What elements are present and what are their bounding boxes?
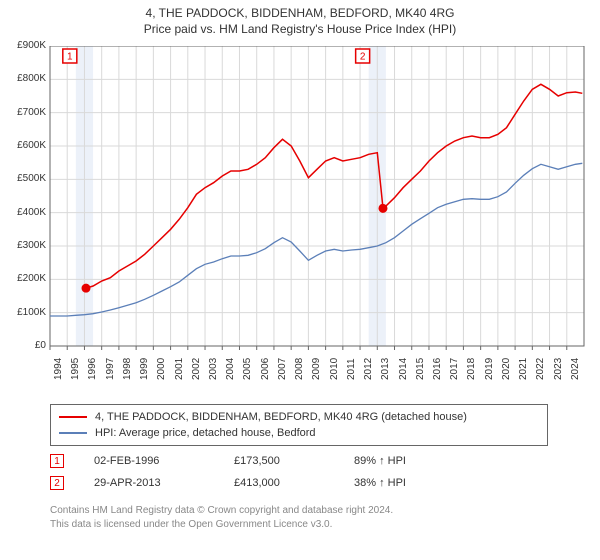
title-sub: Price paid vs. HM Land Registry's House …: [0, 22, 600, 36]
marker-hpi-2: 38% ↑ HPI: [354, 477, 474, 489]
marker-badge-1: 1: [50, 454, 64, 468]
ytick-label: £100K: [10, 307, 46, 318]
marker-price-2: £413,000: [234, 477, 354, 489]
svg-text:2: 2: [360, 52, 366, 63]
ytick-label: £0: [10, 340, 46, 351]
xtick-label: 2024: [570, 358, 581, 380]
xtick-label: 2000: [156, 358, 167, 380]
xtick-label: 2012: [363, 358, 374, 380]
xtick-label: 2014: [398, 358, 409, 380]
xtick-label: 2006: [260, 358, 271, 380]
xtick-label: 1998: [122, 358, 133, 380]
chart-svg: 12: [10, 46, 590, 396]
marker-badge-2: 2: [50, 476, 64, 490]
ytick-label: £700K: [10, 107, 46, 118]
legend-row: HPI: Average price, detached house, Bedf…: [59, 425, 539, 441]
legend-row: 4, THE PADDOCK, BIDDENHAM, BEDFORD, MK40…: [59, 409, 539, 425]
xtick-label: 2009: [311, 358, 322, 380]
title-main: 4, THE PADDOCK, BIDDENHAM, BEDFORD, MK40…: [0, 6, 600, 20]
xtick-label: 1999: [139, 358, 150, 380]
xtick-label: 2020: [501, 358, 512, 380]
xtick-label: 2022: [535, 358, 546, 380]
xtick-label: 1997: [105, 358, 116, 380]
ytick-label: £900K: [10, 40, 46, 51]
legend-swatch-2: [59, 432, 87, 434]
xtick-label: 2015: [415, 358, 426, 380]
footer-line2: This data is licensed under the Open Gov…: [50, 518, 548, 532]
xtick-label: 1995: [70, 358, 81, 380]
xtick-label: 2007: [277, 358, 288, 380]
xtick-label: 2011: [346, 358, 357, 380]
marker-table: 1 02-FEB-1996 £173,500 89% ↑ HPI 2 29-AP…: [50, 450, 548, 494]
marker-row: 1 02-FEB-1996 £173,500 89% ↑ HPI: [50, 450, 548, 472]
marker-date-1: 02-FEB-1996: [94, 455, 234, 467]
marker-row: 2 29-APR-2013 £413,000 38% ↑ HPI: [50, 472, 548, 494]
ytick-label: £500K: [10, 173, 46, 184]
xtick-label: 2003: [208, 358, 219, 380]
xtick-label: 2023: [553, 358, 564, 380]
xtick-label: 2008: [294, 358, 305, 380]
legend: 4, THE PADDOCK, BIDDENHAM, BEDFORD, MK40…: [50, 404, 548, 446]
ytick-label: £200K: [10, 273, 46, 284]
ytick-label: £400K: [10, 207, 46, 218]
legend-swatch-1: [59, 416, 87, 418]
xtick-label: 2001: [174, 358, 185, 380]
xtick-label: 2018: [466, 358, 477, 380]
marker-date-2: 29-APR-2013: [94, 477, 234, 489]
xtick-label: 2017: [449, 358, 460, 380]
xtick-label: 2021: [518, 358, 529, 380]
ytick-label: £600K: [10, 140, 46, 151]
chart-container: 4, THE PADDOCK, BIDDENHAM, BEDFORD, MK40…: [0, 0, 600, 560]
marker-hpi-1: 89% ↑ HPI: [354, 455, 474, 467]
legend-label-2: HPI: Average price, detached house, Bedf…: [95, 427, 316, 439]
footer: Contains HM Land Registry data © Crown c…: [50, 504, 548, 531]
ytick-label: £300K: [10, 240, 46, 251]
xtick-label: 2019: [484, 358, 495, 380]
xtick-label: 2002: [191, 358, 202, 380]
footer-line1: Contains HM Land Registry data © Crown c…: [50, 504, 548, 518]
marker-price-1: £173,500: [234, 455, 354, 467]
svg-text:1: 1: [67, 52, 73, 63]
xtick-label: 2013: [380, 358, 391, 380]
xtick-label: 2016: [432, 358, 443, 380]
titles: 4, THE PADDOCK, BIDDENHAM, BEDFORD, MK40…: [0, 0, 600, 36]
xtick-label: 2004: [225, 358, 236, 380]
xtick-label: 2005: [242, 358, 253, 380]
legend-label-1: 4, THE PADDOCK, BIDDENHAM, BEDFORD, MK40…: [95, 411, 467, 423]
xtick-label: 2010: [329, 358, 340, 380]
chart-area: 12 £0£100K£200K£300K£400K£500K£600K£700K…: [10, 46, 590, 396]
xtick-label: 1994: [53, 358, 64, 380]
xtick-label: 1996: [87, 358, 98, 380]
ytick-label: £800K: [10, 73, 46, 84]
